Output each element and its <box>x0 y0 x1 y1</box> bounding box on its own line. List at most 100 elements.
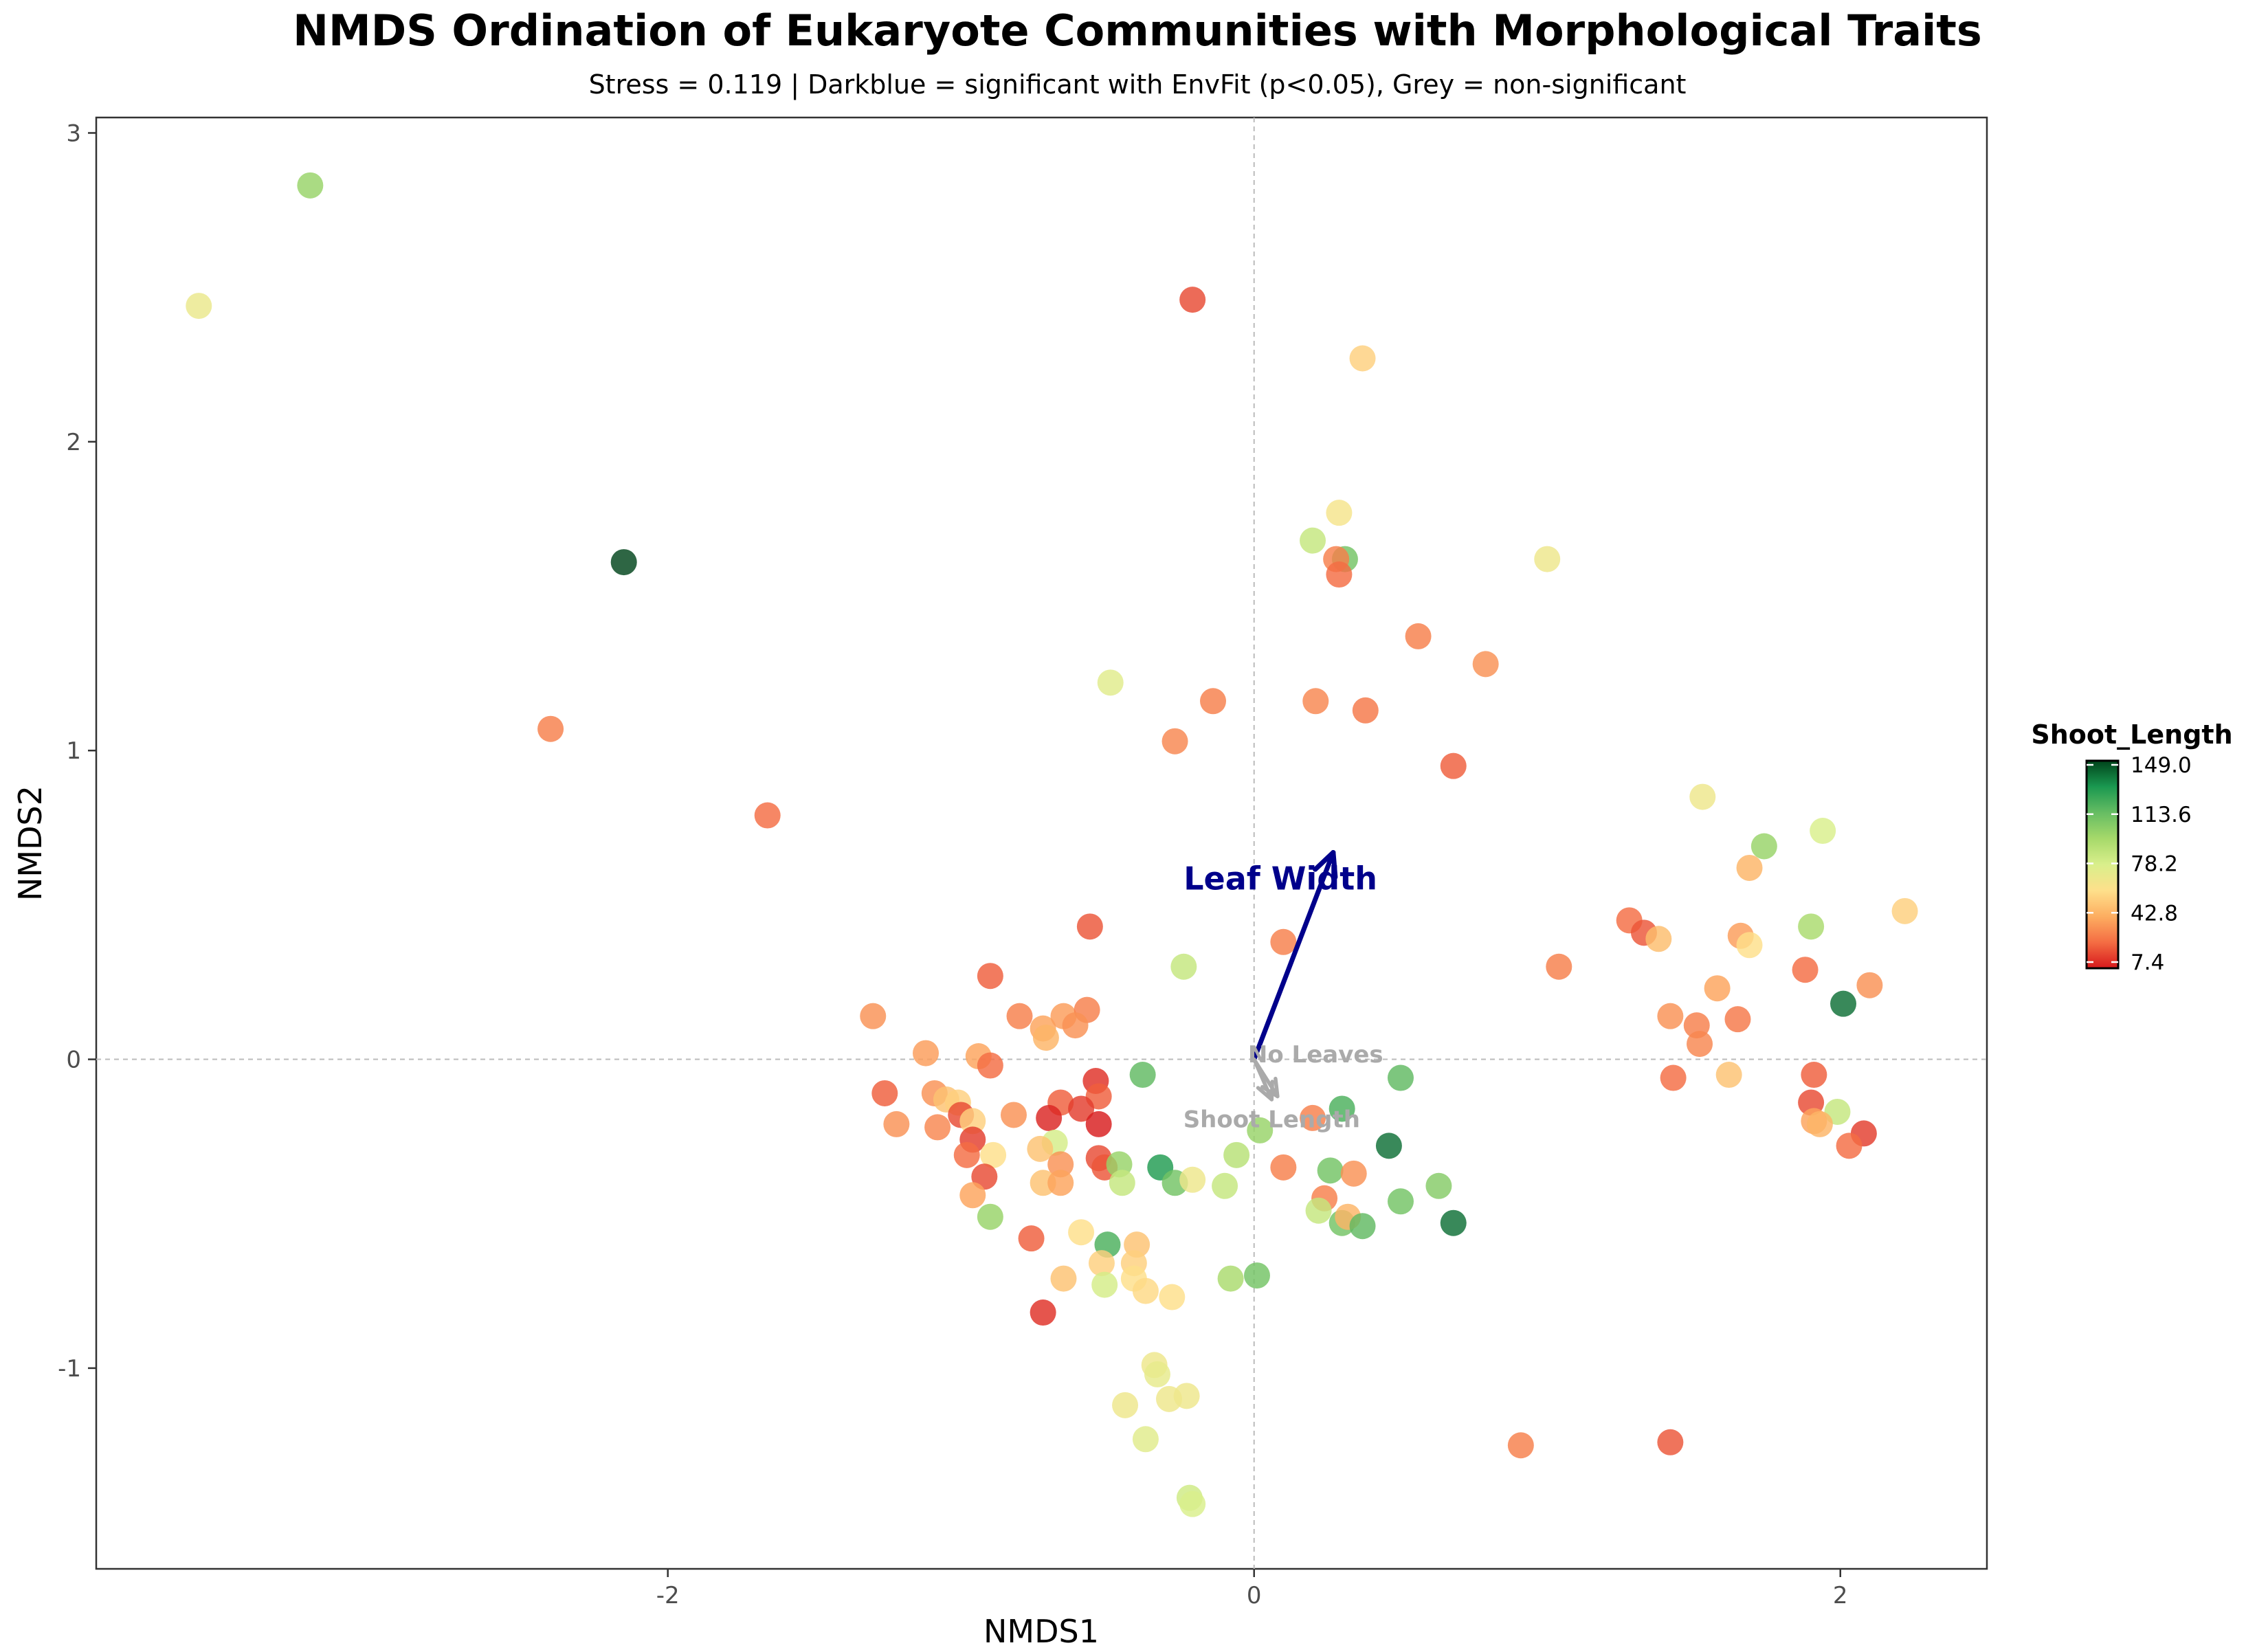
data-point <box>1068 1219 1095 1246</box>
data-point <box>1097 669 1124 696</box>
data-point <box>1030 1299 1056 1326</box>
y-tick-label: 1 <box>66 737 81 765</box>
chart-title: NMDS Ordination of Eukaryote Communities… <box>293 5 1982 56</box>
data-point <box>1076 913 1103 940</box>
y-axis-label: NMDS2 <box>12 785 49 901</box>
y-tick-label: -1 <box>58 1355 81 1383</box>
data-point <box>1129 1062 1156 1089</box>
data-point <box>959 1182 986 1209</box>
vector-arrow <box>1252 1057 1274 1102</box>
data-point <box>1159 1284 1186 1310</box>
x-tick-label: -2 <box>656 1582 680 1609</box>
data-points <box>186 172 1918 1517</box>
colorbar <box>2085 759 2120 970</box>
chart-subtitle: Stress = 0.119 | Darkblue = significant … <box>589 69 1687 100</box>
data-point <box>1689 783 1716 810</box>
data-point <box>1270 928 1297 955</box>
data-point <box>610 549 637 576</box>
data-point <box>1387 1064 1414 1091</box>
data-point <box>1425 1172 1452 1199</box>
vector-label: Shoot Length <box>1183 1106 1360 1133</box>
legend-title: Shoot_Length <box>2031 719 2232 750</box>
data-point <box>1212 1172 1238 1199</box>
data-point <box>1085 1110 1112 1137</box>
data-point <box>1243 1262 1270 1289</box>
data-point <box>1349 1213 1376 1240</box>
data-point <box>297 172 324 199</box>
data-point <box>1179 1491 1206 1517</box>
data-point <box>1179 287 1206 313</box>
data-point <box>1830 990 1857 1017</box>
y-tick-label: 0 <box>66 1047 81 1074</box>
data-point <box>860 1003 887 1029</box>
plot-area: Leaf Width No Leaves Shoot Length <box>95 116 1988 1570</box>
color-legend: Shoot_Length 149.0 113.6 78.2 42.8 7.4 <box>2031 719 2232 975</box>
data-point <box>1507 1432 1534 1459</box>
data-point <box>754 802 781 829</box>
data-point <box>977 1052 1003 1079</box>
data-point <box>1000 1102 1027 1128</box>
data-point <box>1836 1132 1863 1159</box>
data-point <box>1657 1003 1684 1029</box>
y-tick-label: 2 <box>66 429 81 456</box>
data-point <box>186 293 212 320</box>
data-point <box>1091 1271 1118 1298</box>
data-point <box>1387 1188 1414 1215</box>
data-point <box>1736 854 1763 881</box>
x-axis: -2 0 2 <box>656 1569 1848 1609</box>
data-point <box>1109 1170 1135 1196</box>
vector-label: No Leaves <box>1248 1041 1383 1069</box>
data-point <box>1534 546 1561 572</box>
vector-arrowhead <box>1313 849 1338 880</box>
data-point <box>1352 697 1379 724</box>
data-point <box>1300 527 1326 554</box>
data-point <box>1047 1151 1074 1178</box>
data-point <box>1750 833 1777 860</box>
data-point <box>1047 1170 1074 1196</box>
data-point <box>1798 913 1825 940</box>
x-axis-label: NMDS1 <box>983 1613 1099 1649</box>
data-point <box>1062 1012 1089 1039</box>
data-point <box>953 1141 980 1168</box>
data-point <box>1546 953 1572 980</box>
data-point <box>1305 1197 1332 1224</box>
data-point <box>924 1114 951 1141</box>
data-point <box>1173 1383 1200 1409</box>
data-point <box>1801 1062 1827 1089</box>
data-point <box>980 1141 1007 1168</box>
envfit-vectors: Leaf Width No Leaves Shoot Length <box>1183 849 1383 1133</box>
data-point <box>1027 1135 1054 1162</box>
data-point <box>1161 728 1188 755</box>
x-tick-label: 2 <box>1833 1582 1848 1609</box>
y-tick-label: 3 <box>66 120 81 147</box>
data-point <box>1179 1166 1206 1193</box>
data-point <box>1328 1095 1355 1122</box>
data-point <box>1132 1277 1159 1304</box>
data-point <box>1326 500 1353 526</box>
x-tick-label: 0 <box>1247 1582 1262 1609</box>
data-point <box>1018 1225 1045 1252</box>
data-point <box>1472 651 1499 678</box>
data-point <box>977 1203 1003 1230</box>
data-point <box>1032 1025 1059 1051</box>
plot-panel <box>95 116 1988 1570</box>
colorbar-tick-label: 42.8 <box>2131 901 2178 926</box>
data-point <box>871 1080 898 1106</box>
data-point <box>1440 752 1467 779</box>
data-point <box>971 1163 998 1190</box>
data-point <box>1036 1104 1063 1131</box>
data-point <box>1170 953 1197 980</box>
colorbar-tick-label: 78.2 <box>2131 852 2178 877</box>
data-point <box>1810 818 1836 845</box>
data-point <box>1068 1095 1095 1122</box>
data-point <box>1645 926 1672 952</box>
colorbar-ticks: 149.0 113.6 78.2 42.8 7.4 <box>2087 753 2192 975</box>
reference-lines <box>96 118 1987 1569</box>
data-point <box>1340 1160 1367 1187</box>
data-point <box>977 963 1003 990</box>
data-point <box>1687 1031 1713 1058</box>
data-point <box>1270 1154 1297 1181</box>
data-point <box>1050 1265 1077 1292</box>
